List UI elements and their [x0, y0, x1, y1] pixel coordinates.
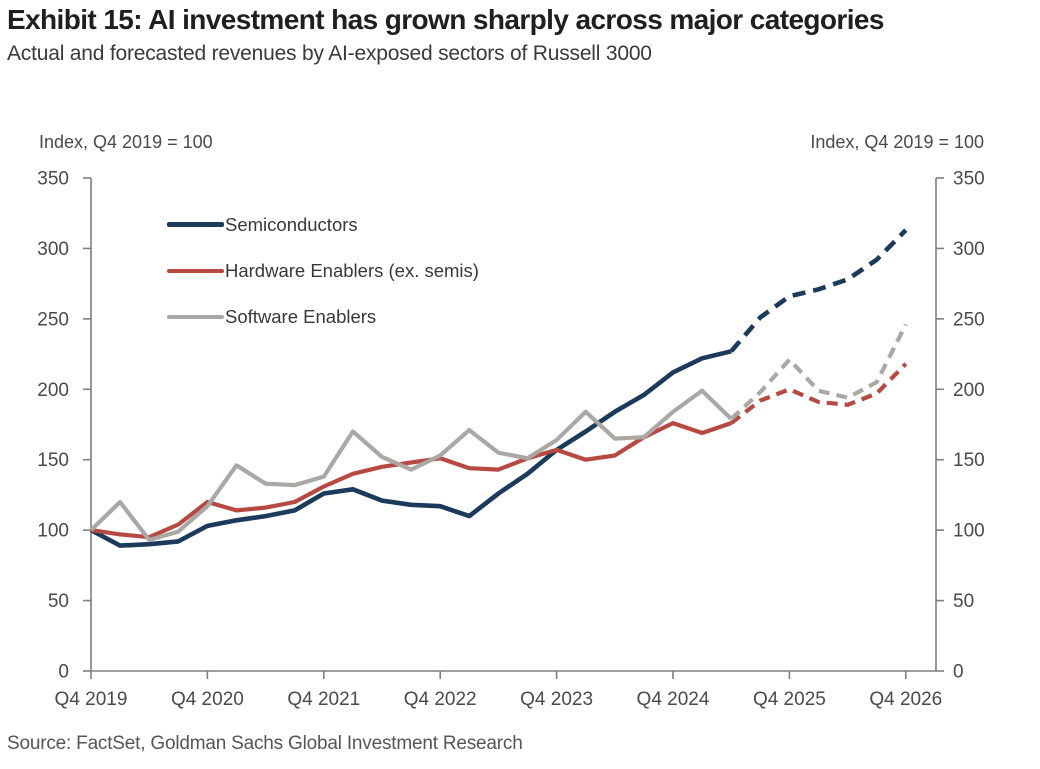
- y-tick-label-right: 100: [953, 521, 985, 542]
- y-tick-label-left: 350: [37, 169, 69, 190]
- y-tick-label-right: 150: [953, 450, 985, 471]
- exhibit-title: Exhibit 15: AI investment has grown shar…: [7, 4, 884, 35]
- legend-item-label: Semiconductors: [225, 213, 358, 235]
- legend-item-label: Software Enablers: [225, 305, 377, 327]
- legend-item: Software Enablers: [167, 304, 479, 329]
- legend-line-swatch: [167, 268, 224, 273]
- x-tick-label: Q4 2023: [520, 689, 593, 710]
- legend-item: Hardware Enablers (ex. semis): [167, 258, 479, 283]
- x-tick-label: Q4 2022: [404, 689, 477, 710]
- axes-frame: [90, 178, 937, 672]
- x-tick-label: Q4 2019: [55, 689, 128, 710]
- y-tick-label-right: 300: [953, 239, 985, 260]
- y-tick-label-right: 250: [953, 309, 985, 330]
- series-line-actual-2: [89, 388, 733, 543]
- series-line-actual-1: [90, 421, 732, 540]
- y-tick-label-right: 200: [953, 380, 985, 401]
- series-line-forecast-2: [729, 323, 908, 421]
- legend-line-swatch: [167, 222, 224, 227]
- series-line-actual-0: [89, 349, 732, 548]
- source-note: Source: FactSet, Goldman Sachs Global In…: [7, 733, 523, 754]
- y-tick-label-left: 0: [58, 662, 69, 683]
- y-tick-label-left: 150: [37, 450, 69, 471]
- y-tick-label-right: 0: [953, 662, 964, 683]
- legend-item-label: Hardware Enablers (ex. semis): [225, 259, 479, 281]
- y-tick-label-left: 100: [37, 521, 69, 542]
- series-line-forecast-1: [729, 362, 908, 425]
- y-tick-label-left: 50: [48, 591, 69, 612]
- legend-item: Semiconductors: [167, 212, 479, 237]
- x-tick-label: Q4 2025: [753, 689, 826, 710]
- left-axis-unit-label: Index, Q4 2019 = 100: [39, 132, 213, 152]
- x-tick-label: Q4 2026: [869, 689, 942, 710]
- x-tick-label: Q4 2024: [637, 689, 710, 710]
- right-axis-unit-label: Index, Q4 2019 = 100: [810, 132, 984, 152]
- series-line-forecast-0: [729, 228, 908, 353]
- x-tick-label: Q4 2021: [287, 689, 360, 710]
- x-tick-label: Q4 2020: [171, 689, 244, 710]
- y-tick-label-left: 200: [37, 380, 69, 401]
- y-tick-label-left: 250: [37, 309, 69, 330]
- y-tick-label-left: 300: [37, 239, 69, 260]
- chart-legend: Semiconductors Hardware Enablers (ex. sem…: [167, 212, 479, 329]
- legend-line-swatch: [167, 314, 224, 319]
- y-tick-label-right: 350: [953, 169, 985, 190]
- exhibit-subtitle: Actual and forecasted revenues by AI-exp…: [7, 42, 652, 65]
- y-tick-label-right: 50: [953, 591, 974, 612]
